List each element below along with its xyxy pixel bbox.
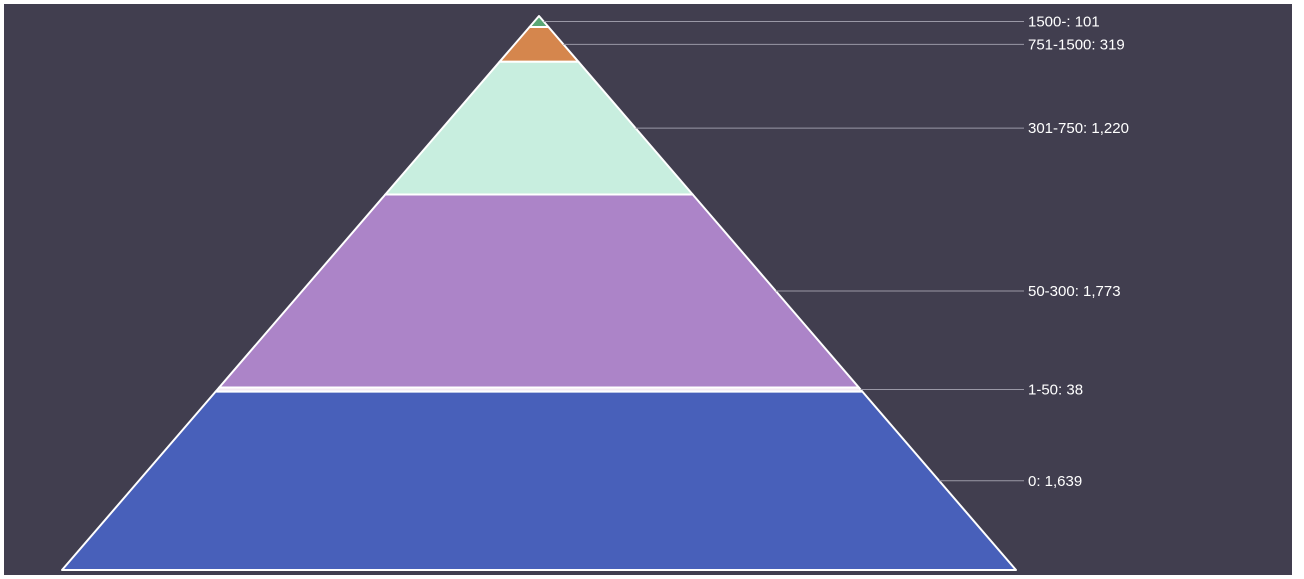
segment-label-1500: 1500-: 101 bbox=[1028, 13, 1100, 30]
segment-label-301-750: 301-750: 1,220 bbox=[1028, 120, 1129, 137]
pyramid-segment-50-300[interactable] bbox=[218, 193, 860, 389]
pyramid-segment-0[interactable] bbox=[61, 390, 1017, 571]
pyramid-chart: 1500-: 101 751-1500: 319 301-750: 1,220 50-… bbox=[61, 13, 1129, 571]
segment-label-751-1500: 751-1500: 319 bbox=[1028, 36, 1125, 53]
segment-labels: 1500-: 101 751-1500: 319 301-750: 1,220 50-… bbox=[1028, 13, 1129, 489]
segment-label-50-300: 50-300: 1,773 bbox=[1028, 283, 1121, 300]
leader-lines bbox=[543, 20, 1024, 482]
chart-panel: 1500-: 101 751-1500: 319 301-750: 1,220 50-… bbox=[4, 4, 1292, 575]
pyramid-segments bbox=[61, 15, 1017, 571]
segment-label-1-50: 1-50: 38 bbox=[1028, 382, 1083, 399]
segment-label-0: 0: 1,639 bbox=[1028, 473, 1082, 490]
